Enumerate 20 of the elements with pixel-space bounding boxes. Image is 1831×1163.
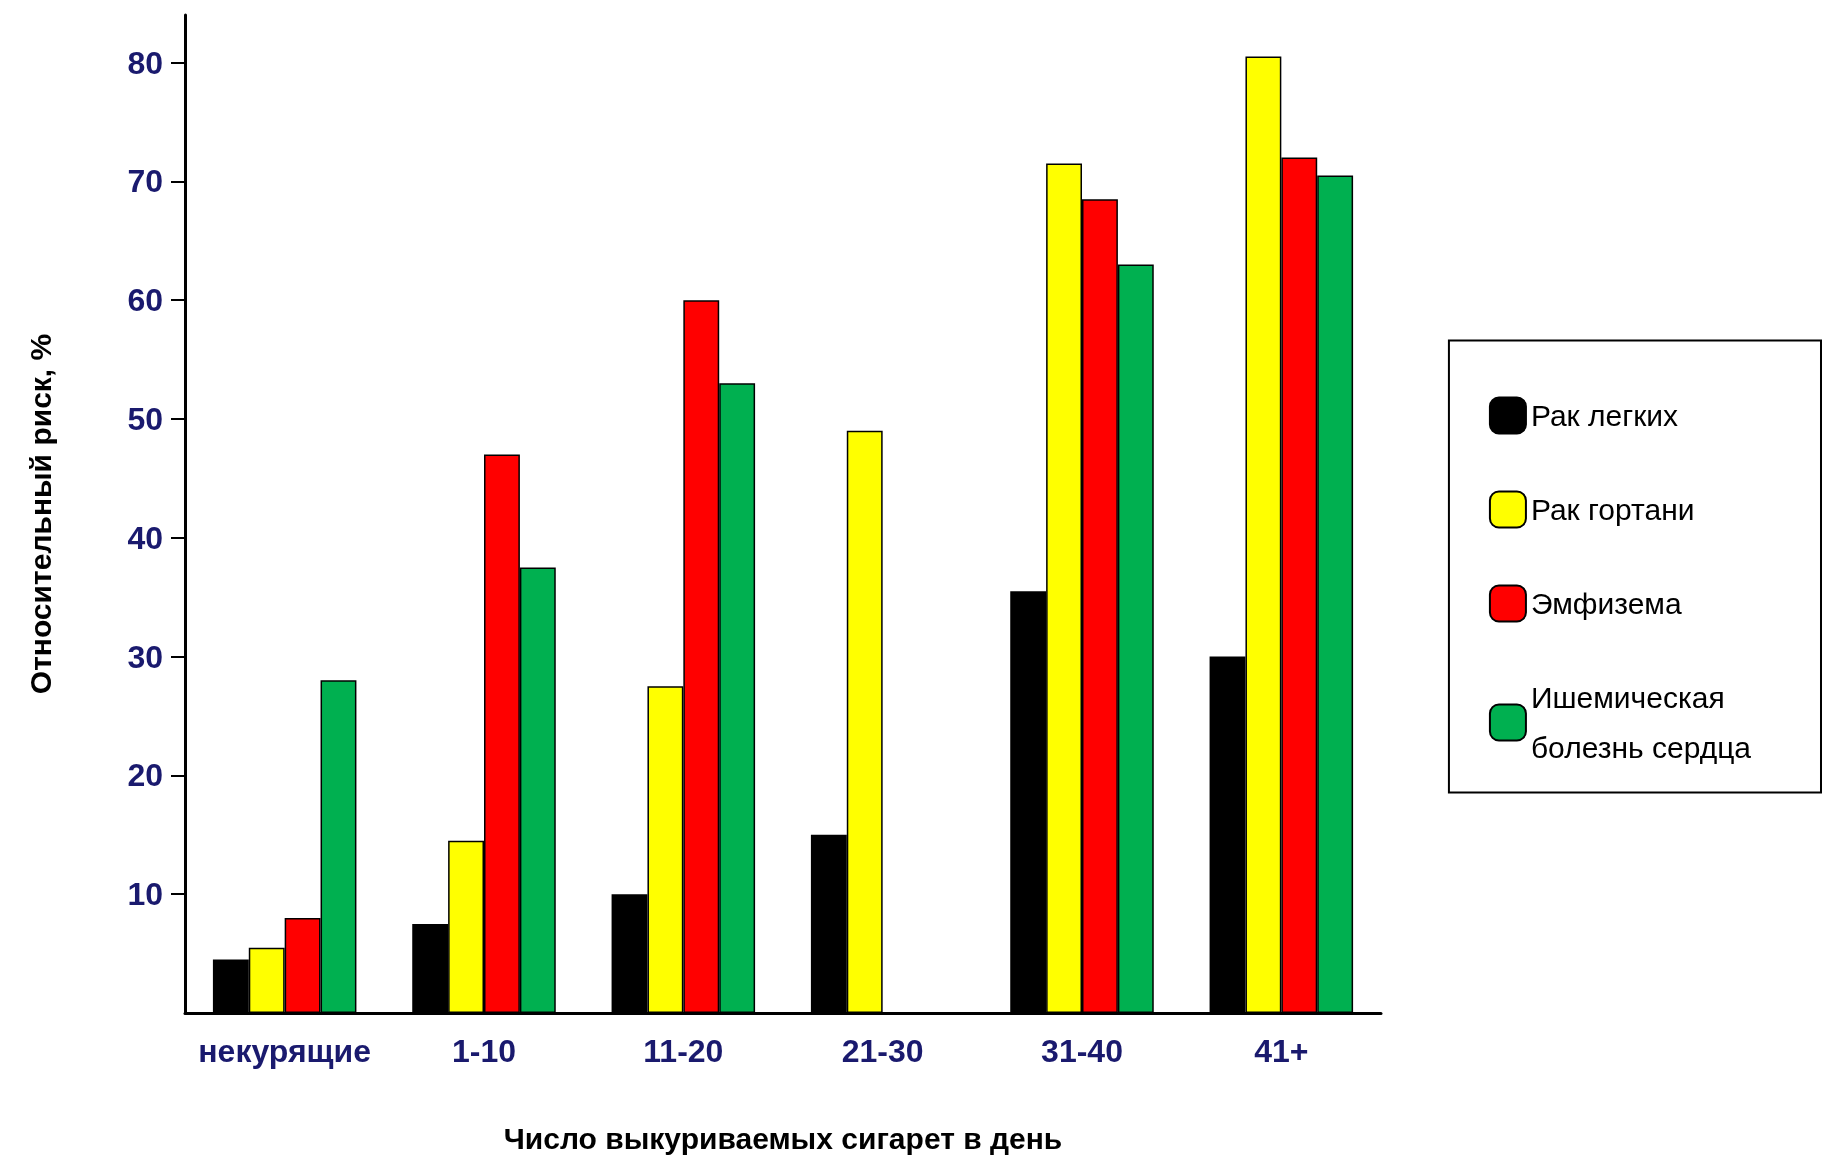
y-tick-label: 50: [127, 400, 163, 437]
x-tick-label: некурящие: [198, 1033, 372, 1069]
y-tick-label: 70: [127, 163, 163, 200]
legend-label: Ишемическая болезнь сердца: [1530, 681, 1752, 764]
x-tick-label: 21-30: [841, 1033, 924, 1069]
legend-label: Рак легких: [1530, 399, 1679, 432]
y-tick-label: 40: [127, 519, 163, 556]
y-tick-label: 80: [127, 44, 163, 81]
legend-label: Эмфизема: [1530, 587, 1682, 620]
x-axis-title: Число выкуриваемых сигарет в день: [503, 1121, 1063, 1155]
x-tick-label: 31-40: [1041, 1033, 1123, 1069]
legend-label: Рак гортани: [1530, 493, 1695, 526]
y-tick-label: 60: [127, 282, 163, 319]
y-axis-title: Относительный риск, %: [23, 333, 57, 695]
y-tick-label: 20: [127, 757, 163, 794]
x-tick-label: 11-20: [643, 1033, 724, 1069]
x-tick-label: 41+: [1254, 1033, 1309, 1069]
y-tick-label: 30: [127, 638, 163, 675]
x-tick-label: 1-10: [451, 1033, 517, 1069]
y-tick-label: 10: [127, 876, 163, 913]
